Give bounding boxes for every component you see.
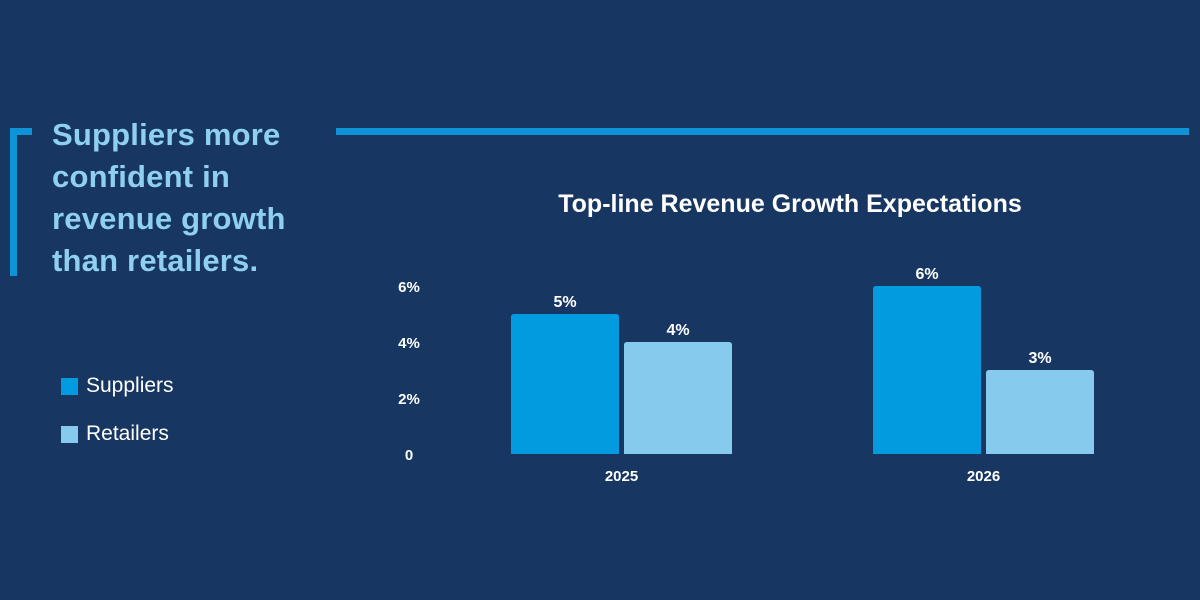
bar-suppliers-2025 xyxy=(511,314,619,454)
chart-legend: Suppliers Retailers xyxy=(61,372,174,468)
legend-label-retailers: Retailers xyxy=(86,422,169,445)
y-tick-label: 0 xyxy=(405,447,413,464)
data-label: 5% xyxy=(553,294,576,311)
data-label: 6% xyxy=(915,266,938,283)
bar-suppliers-2026 xyxy=(873,286,981,454)
y-tick-label: 2% xyxy=(398,391,420,408)
legend-swatch-retailers xyxy=(61,425,78,443)
bar-retailers-2026 xyxy=(986,370,1094,454)
x-tick-label: 2026 xyxy=(967,468,1000,485)
y-tick-label: 4% xyxy=(398,335,420,352)
legend-item-suppliers: Suppliers xyxy=(61,372,174,400)
top-divider xyxy=(336,128,1189,135)
left-bracket-cap xyxy=(10,128,32,135)
legend-item-retailers: Retailers xyxy=(61,420,174,448)
bar-retailers-2025 xyxy=(624,342,732,454)
data-label: 3% xyxy=(1028,350,1051,367)
data-label: 4% xyxy=(666,322,689,339)
left-bracket-bar xyxy=(10,128,17,276)
y-tick-label: 6% xyxy=(398,279,420,296)
x-tick-label: 2025 xyxy=(605,468,638,485)
legend-swatch-suppliers xyxy=(61,377,78,395)
bar-chart: 0 2% 4% 6% 5% 4% 2025 6% 3% 2026 xyxy=(398,266,1094,485)
chart-title: Top-line Revenue Growth Expectations xyxy=(558,190,1022,218)
legend-label-suppliers: Suppliers xyxy=(86,374,174,397)
headline: Suppliers more confident in revenue grow… xyxy=(52,117,286,278)
